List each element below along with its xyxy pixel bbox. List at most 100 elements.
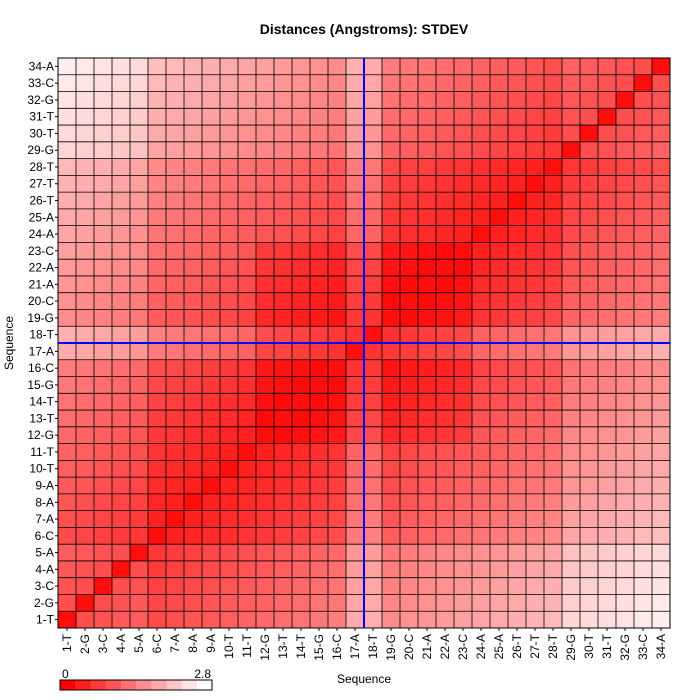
heatmap-cell <box>130 309 149 327</box>
heatmap-cell <box>328 510 347 528</box>
heatmap-cell <box>382 125 401 143</box>
y-tick-label: 24-A <box>29 227 54 241</box>
heatmap-cell <box>220 493 239 511</box>
heatmap-cell <box>508 108 527 126</box>
heatmap-cell <box>436 208 455 226</box>
y-axis-label: Sequence <box>2 316 16 370</box>
heatmap-cell <box>562 426 581 444</box>
heatmap-cell <box>544 275 563 293</box>
heatmap-cell <box>544 208 563 226</box>
heatmap-cell <box>58 410 77 428</box>
heatmap-cell <box>400 410 419 428</box>
heatmap-cell <box>580 376 599 394</box>
heatmap-cell <box>562 91 581 109</box>
heatmap-cell <box>274 158 293 176</box>
heatmap-cell <box>616 91 635 109</box>
crosshair-lines <box>58 58 670 628</box>
heatmap-cell <box>202 242 221 260</box>
heatmap-cell <box>454 393 473 411</box>
heatmap-cell <box>166 74 185 92</box>
heatmap-cell <box>526 611 545 629</box>
heatmap-cell <box>580 510 599 528</box>
heatmap-cell <box>310 343 329 361</box>
heatmap-cell <box>580 259 599 277</box>
heatmap-cell <box>634 275 653 293</box>
heatmap-cell <box>292 393 311 411</box>
heatmap-cell <box>454 192 473 210</box>
heatmap-cell <box>652 510 671 528</box>
heatmap-cell <box>490 544 509 562</box>
heatmap-cell <box>400 108 419 126</box>
heatmap-cell <box>418 309 437 327</box>
heatmap-cell <box>562 125 581 143</box>
heatmap-cell <box>436 125 455 143</box>
heatmap-cell <box>652 158 671 176</box>
heatmap-cell <box>94 225 113 243</box>
heatmap-cell <box>58 275 77 293</box>
heatmap-cell <box>256 158 275 176</box>
heatmap-cell <box>166 376 185 394</box>
heatmap-cell <box>598 376 617 394</box>
heatmap-cell <box>382 493 401 511</box>
heatmap-cell <box>328 326 347 344</box>
heatmap-cell <box>76 91 95 109</box>
heatmap-cell <box>166 141 185 159</box>
heatmap-cell <box>598 544 617 562</box>
heatmap-cell <box>184 309 203 327</box>
heatmap-cell <box>526 74 545 92</box>
heatmap-cell <box>328 91 347 109</box>
y-tick-label: 22-A <box>29 261 54 275</box>
heatmap-cell <box>112 443 131 461</box>
heatmap-cell <box>346 577 365 595</box>
heatmap-cell <box>652 225 671 243</box>
heatmap-cell <box>148 359 167 377</box>
colorbar-min-label: 0 <box>62 667 69 681</box>
heatmap-cell <box>112 560 131 578</box>
heatmap-cell <box>130 477 149 495</box>
heatmap-cell <box>454 594 473 612</box>
heatmap-cell <box>634 58 653 76</box>
heatmap-cell <box>508 410 527 428</box>
heatmap-cell <box>436 192 455 210</box>
heatmap-cell <box>76 477 95 495</box>
heatmap-cell <box>202 259 221 277</box>
heatmap-cell <box>328 611 347 629</box>
heatmap-cell <box>310 91 329 109</box>
heatmap-cell <box>94 426 113 444</box>
heatmap-cell <box>328 359 347 377</box>
heatmap-cell <box>130 175 149 193</box>
heatmap-cell <box>148 544 167 562</box>
heatmap-cell <box>382 426 401 444</box>
heatmap-cell <box>202 527 221 545</box>
heatmap-cell <box>256 242 275 260</box>
heatmap-cell <box>580 544 599 562</box>
heatmap-cell <box>220 141 239 159</box>
y-tick-label: 2-G <box>34 596 54 610</box>
heatmap-cell <box>220 527 239 545</box>
heatmap-cell <box>76 410 95 428</box>
heatmap-cell <box>382 460 401 478</box>
heatmap-cell <box>400 594 419 612</box>
heatmap-cell <box>544 410 563 428</box>
heatmap-cell <box>400 560 419 578</box>
heatmap-cell <box>310 611 329 629</box>
heatmap-cell <box>508 594 527 612</box>
heatmap-cell <box>472 175 491 193</box>
heatmap-cell <box>76 74 95 92</box>
heatmap-cell <box>310 594 329 612</box>
heatmap-cell <box>436 74 455 92</box>
heatmap-cell <box>508 560 527 578</box>
colorbar-swatch <box>136 680 152 690</box>
heatmap-cell <box>184 359 203 377</box>
heatmap-cell <box>184 443 203 461</box>
heatmap-cell <box>652 460 671 478</box>
heatmap-cell <box>76 108 95 126</box>
heatmap-cell <box>220 611 239 629</box>
heatmap-cell <box>634 359 653 377</box>
y-tick-label: 4-A <box>35 562 54 576</box>
heatmap-cell <box>364 359 383 377</box>
heatmap-cell <box>94 577 113 595</box>
heatmap-cell <box>274 359 293 377</box>
heatmap-cell <box>166 544 185 562</box>
heatmap-cell <box>58 594 77 612</box>
